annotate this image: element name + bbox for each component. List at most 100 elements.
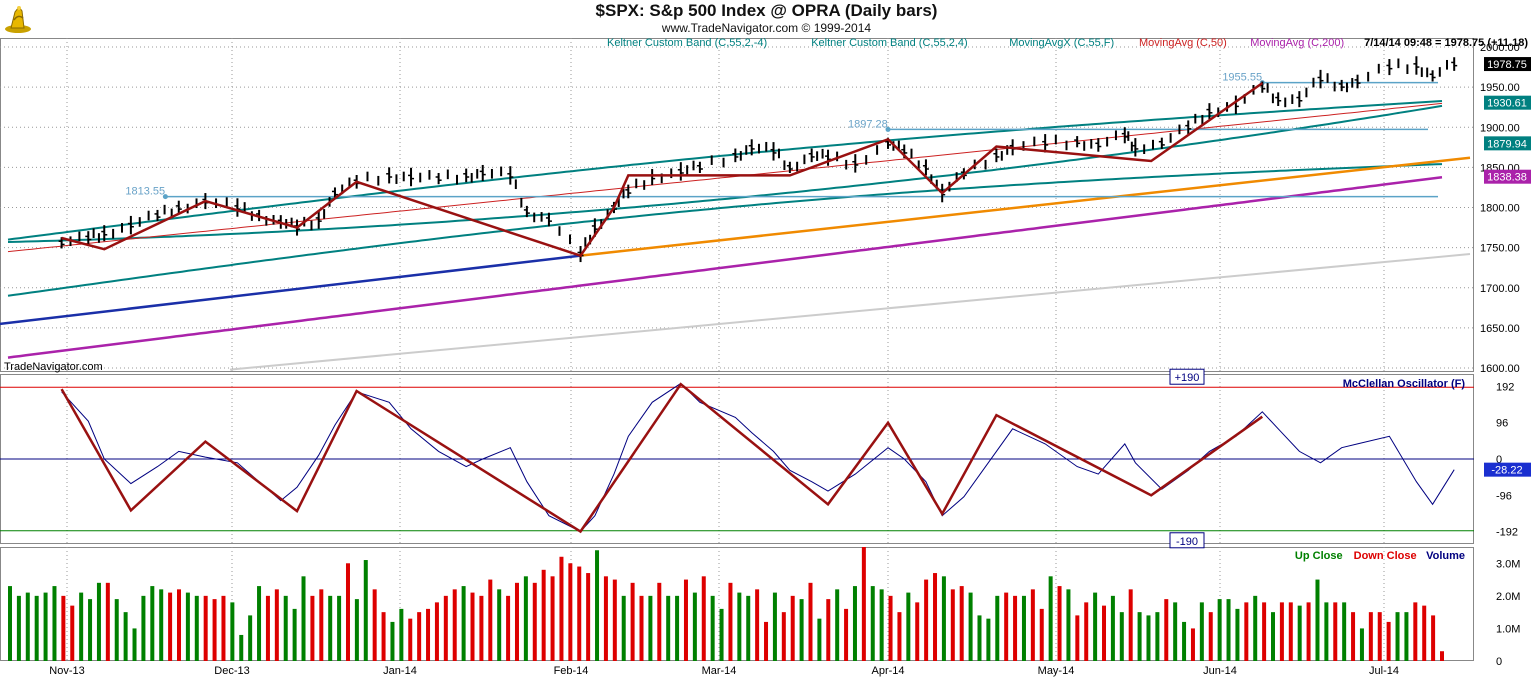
volume-bar — [212, 599, 217, 661]
volume-bar — [675, 595, 680, 661]
orange-support-trendline — [580, 156, 1471, 257]
volume-bar — [132, 628, 137, 661]
volume-bar — [1262, 602, 1267, 661]
trade-navigator-logo-icon[interactable] — [2, 2, 34, 34]
volume-bar — [933, 573, 938, 661]
volume-bar — [1119, 612, 1124, 661]
volume-bar — [79, 592, 84, 661]
volume-bar — [1030, 589, 1035, 661]
volume-bar — [514, 582, 519, 661]
volume-bar — [248, 615, 253, 661]
volume-y-tick-label: 3.0M — [1496, 558, 1520, 570]
volume-bar — [986, 618, 991, 661]
volume-bar — [337, 595, 342, 661]
volume-bar — [541, 569, 546, 661]
oscillator-level-box — [1169, 532, 1205, 549]
oscillator-value-tag-label: -28.22 — [1491, 465, 1522, 477]
volume-bar — [372, 589, 377, 661]
volume-bar — [354, 599, 359, 661]
volume-bar — [799, 599, 804, 661]
volume-bar — [497, 589, 502, 661]
volume-bar — [959, 586, 964, 661]
volume-bar — [1075, 615, 1080, 661]
x-axis-tick-label: Mar-14 — [702, 665, 737, 677]
volume-bar — [523, 576, 528, 661]
volume-bar — [870, 586, 875, 661]
volume-panel — [0, 547, 1474, 661]
volume-bar — [141, 595, 146, 661]
volume-bar — [826, 599, 831, 661]
volume-bar — [434, 602, 439, 661]
price-y-tick-label: 1900.00 — [1480, 122, 1520, 134]
volume-bar — [1137, 612, 1142, 661]
watermark-text: TradeNavigator.com — [4, 361, 103, 373]
price-level-label: 1813.55 — [125, 186, 165, 198]
volume-bar — [25, 592, 30, 661]
volume-bar — [817, 618, 822, 661]
oscillator-y-tick-label: -96 — [1496, 490, 1512, 502]
volume-bar — [488, 579, 493, 661]
volume-bar — [150, 586, 155, 661]
volume-bar — [995, 595, 1000, 661]
price-value-tag — [1484, 95, 1531, 110]
oscillator-swing-trendline — [60, 382, 1264, 534]
volume-bar — [88, 599, 93, 661]
volume-bar — [692, 592, 697, 661]
price-y-tick-label: 1750.00 — [1480, 243, 1520, 255]
volume-bar — [1128, 589, 1133, 661]
volume-bar — [1440, 651, 1444, 661]
volume-bar — [746, 595, 751, 661]
volume-bar — [719, 608, 724, 661]
price-y-tick-label: 1600.00 — [1480, 363, 1520, 375]
volume-bar — [159, 589, 164, 661]
price-y-tick-label: 1950.00 — [1480, 82, 1520, 94]
volume-bar — [114, 599, 119, 661]
price-value-tag-label: 1930.61 — [1487, 98, 1527, 110]
volume-bar — [1315, 579, 1320, 661]
x-axis-tick-label: Jun-14 — [1203, 665, 1237, 677]
volume-legend-item: Down Close — [1354, 550, 1417, 562]
volume-bar — [1306, 602, 1311, 661]
price-value-tag — [1484, 136, 1531, 151]
oscillator-value-tag — [1484, 462, 1531, 477]
volume-bar — [915, 602, 920, 661]
oscillator-level-label: +190 — [1175, 372, 1200, 384]
volume-bar — [43, 592, 48, 661]
volume-bar — [506, 595, 511, 661]
volume-bar — [835, 589, 840, 661]
volume-bar — [168, 592, 173, 661]
volume-bar — [1368, 612, 1373, 661]
volume-bar — [1057, 586, 1062, 661]
volume-bar — [1422, 605, 1427, 661]
volume-bar — [1297, 605, 1302, 661]
volume-bar — [941, 576, 946, 661]
volume-bar — [666, 595, 671, 661]
volume-bar — [737, 592, 742, 661]
volume-bar — [1333, 602, 1338, 661]
volume-bar — [1173, 602, 1178, 661]
volume-bar — [897, 612, 902, 661]
volume-bar — [568, 563, 573, 661]
volume-bar — [577, 566, 582, 661]
volume-bar — [461, 586, 466, 661]
volume-bar — [34, 595, 39, 661]
oscillator-level-label: -190 — [1176, 536, 1198, 548]
volume-bar — [70, 605, 75, 661]
price-value-tag-label: 1978.75 — [1487, 59, 1527, 71]
volume-bar — [61, 595, 66, 661]
oscillator-level-box — [1169, 368, 1205, 385]
volume-bar — [96, 582, 101, 661]
volume-bar — [363, 560, 368, 661]
volume-bar — [764, 621, 769, 661]
volume-bar — [1021, 595, 1026, 661]
moving-average-200-line — [7, 176, 1443, 359]
chart-title: $SPX: S&p 500 Index @ OPRA (Daily bars) — [595, 1, 938, 20]
volume-bar — [781, 612, 786, 661]
oscillator-y-tick-label: -192 — [1496, 527, 1518, 539]
price-legend-item: MovingAvgX (C,55,F) — [1009, 37, 1114, 49]
volume-bar — [968, 592, 973, 661]
price-legend-item: Keltner Custom Band (C,55,2,4) — [811, 37, 968, 49]
volume-bar — [470, 592, 475, 661]
volume-bar — [603, 576, 608, 661]
